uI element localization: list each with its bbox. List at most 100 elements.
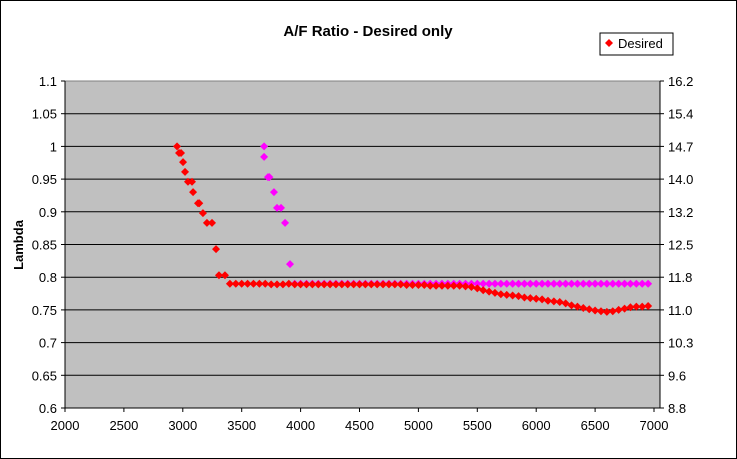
point-desired	[432, 281, 441, 290]
point-desired	[183, 177, 192, 186]
y2-tick-label: 9.6	[668, 368, 686, 383]
point-desired	[549, 297, 558, 306]
point-desired	[195, 199, 204, 208]
y2-tick-label: 15.4	[668, 107, 693, 122]
point-series-2	[561, 279, 570, 288]
y-tick-label: 1.1	[39, 74, 57, 89]
point-desired	[596, 307, 605, 316]
point-desired	[455, 281, 464, 290]
point-desired	[290, 280, 299, 289]
point-series-2	[520, 279, 529, 288]
point-desired	[437, 281, 446, 290]
point-desired	[396, 280, 405, 289]
x-tick-label: 5000	[404, 418, 433, 433]
x-tick-label: 2500	[109, 418, 138, 433]
point-desired	[514, 292, 523, 301]
point-desired	[408, 281, 417, 290]
legend: Desired	[599, 32, 674, 56]
point-series-2	[602, 279, 611, 288]
point-desired	[591, 306, 600, 315]
point-desired	[177, 148, 186, 157]
point-desired	[390, 280, 399, 289]
point-desired	[220, 271, 229, 280]
point-series-2	[638, 279, 647, 288]
point-desired	[420, 281, 429, 290]
point-desired	[449, 281, 458, 290]
point-desired	[532, 294, 541, 303]
y2-tick-label: 8.8	[668, 401, 686, 416]
point-desired	[585, 305, 594, 314]
y2-tick-label: 10.3	[668, 336, 693, 351]
point-series-2	[277, 203, 286, 212]
chart-title: A/F Ratio - Desired only	[283, 23, 453, 40]
point-series-2	[620, 279, 629, 288]
point-desired	[249, 279, 258, 288]
point-desired	[231, 279, 240, 288]
point-series-2	[273, 203, 282, 212]
x-tick-label: 2000	[51, 418, 80, 433]
point-series-2	[626, 279, 635, 288]
point-desired	[326, 280, 335, 289]
point-desired	[261, 279, 270, 288]
y-tick-label: 1.05	[32, 107, 57, 122]
point-series-2	[591, 279, 600, 288]
x-tick-label: 7000	[640, 418, 669, 433]
y-tick-label: 0.65	[32, 368, 57, 383]
point-series-2	[614, 279, 623, 288]
y-axis-label: Lambda	[11, 219, 26, 270]
point-desired	[337, 280, 346, 289]
point-series-2	[502, 279, 511, 288]
point-desired	[379, 280, 388, 289]
point-desired	[343, 280, 352, 289]
point-series-2	[269, 188, 278, 197]
point-series-2	[596, 279, 605, 288]
point-series-2	[526, 279, 535, 288]
point-desired	[284, 279, 293, 288]
point-desired	[543, 296, 552, 305]
point-desired	[538, 295, 547, 304]
point-desired	[520, 293, 529, 302]
point-desired	[384, 280, 393, 289]
point-desired	[361, 280, 370, 289]
point-desired	[214, 271, 223, 280]
point-desired	[579, 303, 588, 312]
point-desired	[296, 280, 305, 289]
point-series-2	[644, 279, 653, 288]
point-desired	[302, 280, 311, 289]
x-tick-label: 6500	[581, 418, 610, 433]
point-desired	[202, 218, 211, 227]
x-tick-label: 4500	[345, 418, 374, 433]
y2-tick-label: 11.0	[668, 303, 692, 318]
point-desired	[490, 288, 499, 297]
point-desired	[349, 280, 358, 289]
point-desired	[608, 307, 617, 316]
point-desired	[355, 280, 364, 289]
y2-tick-label: 13.2	[668, 205, 693, 220]
point-series-2	[281, 218, 290, 227]
point-series-2	[260, 152, 269, 161]
point-desired	[314, 280, 323, 289]
point-series-2	[532, 279, 541, 288]
point-series-2	[490, 279, 499, 288]
point-series-2	[514, 279, 523, 288]
point-desired	[179, 158, 188, 167]
point-desired	[414, 281, 423, 290]
y-tick-label: 0.6	[39, 401, 57, 416]
point-desired	[212, 245, 221, 254]
point-desired	[237, 279, 246, 288]
point-series-2	[555, 279, 564, 288]
point-series-2	[260, 142, 269, 151]
point-desired	[620, 304, 629, 313]
point-desired	[225, 279, 234, 288]
point-desired	[198, 209, 207, 218]
point-series-2	[608, 279, 617, 288]
y2-tick-label: 14.7	[668, 139, 693, 154]
point-series-2	[485, 279, 494, 288]
point-desired	[243, 279, 252, 288]
y-tick-label: 1	[50, 139, 57, 154]
point-desired	[273, 280, 282, 289]
point-desired	[367, 280, 376, 289]
legend-marker-desired	[605, 39, 613, 47]
point-series-2	[579, 279, 588, 288]
